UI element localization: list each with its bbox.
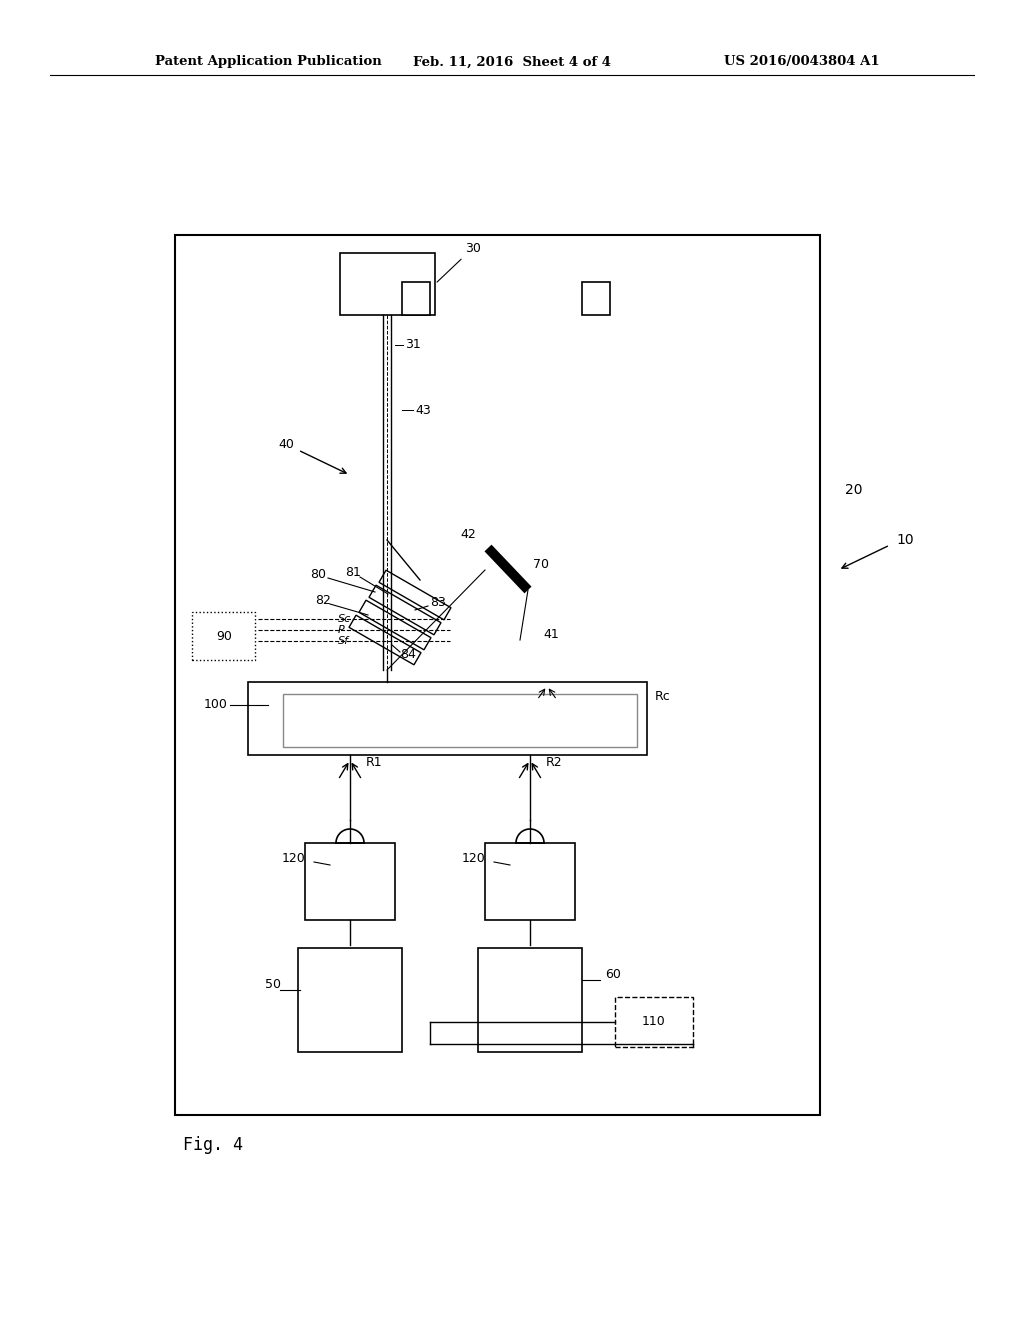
Bar <box>615 997 693 1047</box>
Text: 82: 82 <box>315 594 331 606</box>
Bar <box>193 612 255 660</box>
Text: P: P <box>338 624 345 635</box>
Text: 84: 84 <box>400 648 416 661</box>
Text: 90: 90 <box>216 630 232 643</box>
Text: 30: 30 <box>437 242 481 282</box>
Text: 40: 40 <box>278 438 294 451</box>
Bar <box>283 694 637 747</box>
Text: 31: 31 <box>406 338 421 351</box>
Text: 110: 110 <box>642 1015 666 1028</box>
Text: 100: 100 <box>204 698 228 711</box>
Text: Rc: Rc <box>655 690 671 704</box>
Text: Patent Application Publication: Patent Application Publication <box>155 55 382 69</box>
Text: Fig. 4: Fig. 4 <box>183 1137 243 1154</box>
Text: R2: R2 <box>546 755 562 768</box>
Text: 80: 80 <box>310 569 326 582</box>
Text: Sf: Sf <box>338 636 349 645</box>
Bar <box>248 682 647 755</box>
Bar <box>582 281 610 314</box>
Text: 41: 41 <box>543 628 559 642</box>
Bar <box>402 281 430 314</box>
Text: US 2016/0043804 A1: US 2016/0043804 A1 <box>724 55 880 69</box>
Text: 20: 20 <box>845 483 862 498</box>
Text: R1: R1 <box>366 755 383 768</box>
Bar <box>298 948 402 1052</box>
Text: 83: 83 <box>430 595 445 609</box>
Text: 120: 120 <box>462 851 485 865</box>
Bar <box>305 843 395 920</box>
Polygon shape <box>369 585 441 635</box>
Text: 42: 42 <box>460 528 476 541</box>
Text: 10: 10 <box>896 533 913 546</box>
Text: Sc: Sc <box>338 614 351 624</box>
Polygon shape <box>359 601 431 649</box>
Polygon shape <box>379 570 451 620</box>
Bar <box>340 253 435 315</box>
Bar <box>478 948 582 1052</box>
Text: 50: 50 <box>265 978 281 991</box>
Text: 43: 43 <box>415 404 431 417</box>
Text: 60: 60 <box>605 969 621 982</box>
Text: Feb. 11, 2016  Sheet 4 of 4: Feb. 11, 2016 Sheet 4 of 4 <box>413 55 611 69</box>
Bar <box>485 843 575 920</box>
Bar <box>175 235 820 1115</box>
Text: 81: 81 <box>345 566 360 579</box>
Polygon shape <box>349 615 421 665</box>
Text: 70: 70 <box>534 558 549 572</box>
Text: 120: 120 <box>282 851 306 865</box>
